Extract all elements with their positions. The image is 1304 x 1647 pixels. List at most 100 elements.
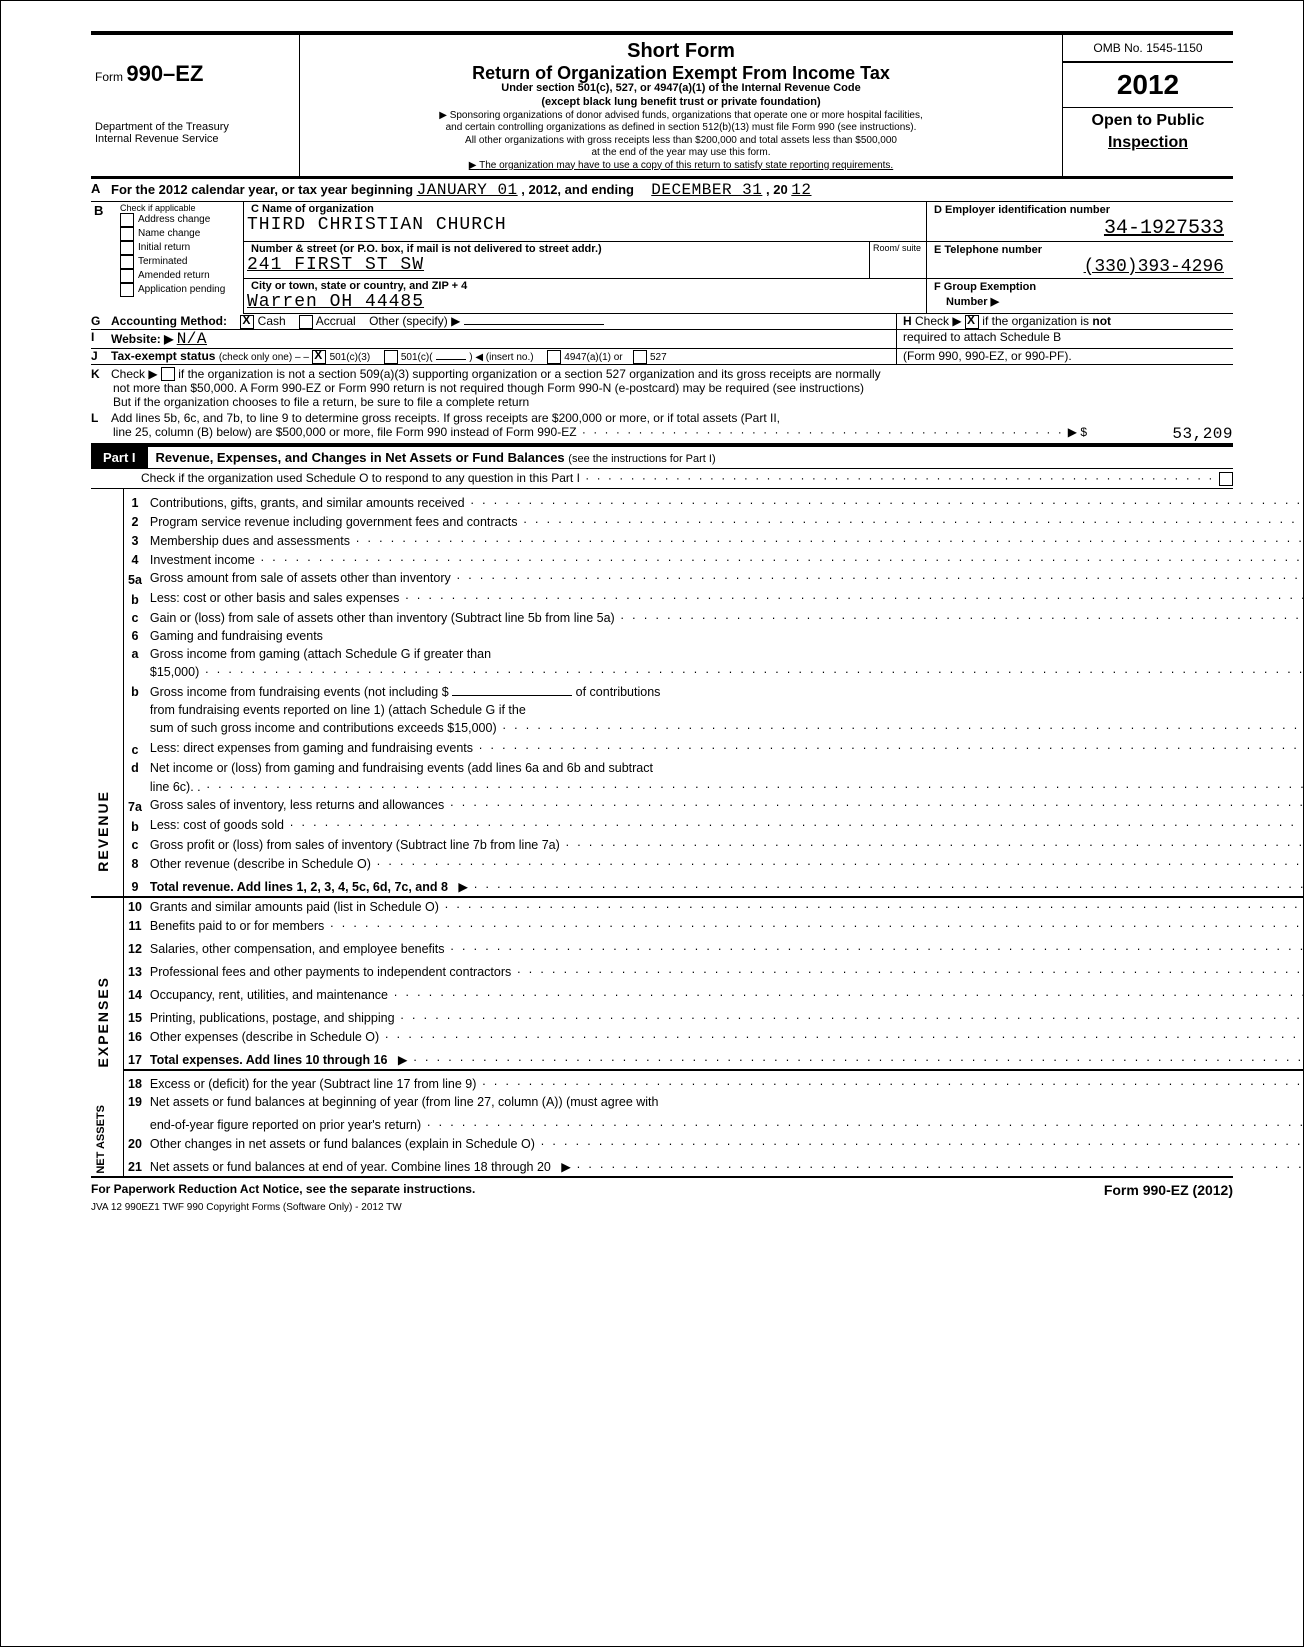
- under-section: Under section 501(c), 527, or 4947(a)(1)…: [306, 82, 1056, 96]
- checkbox-app-pending[interactable]: [120, 283, 134, 297]
- part-i-header: Part I Revenue, Expenses, and Changes in…: [91, 445, 1233, 469]
- room-suite-label: Room/ suite: [873, 243, 923, 253]
- label-a: A: [91, 181, 111, 199]
- city-label: City or town, state or country, and ZIP …: [247, 280, 923, 292]
- line-6d-2: line 6c). .: [146, 777, 1304, 796]
- line-7a: Gross sales of inventory, less returns a…: [146, 796, 1304, 816]
- jva-line: JVA 12 990EZ1 TWF 990 Copyright Forms (S…: [91, 1198, 1233, 1213]
- form-footer-label: Form 990-EZ (2012): [1104, 1182, 1233, 1198]
- checkbox-accrual[interactable]: [299, 315, 313, 329]
- checkbox-501c[interactable]: [384, 350, 398, 364]
- k-text: if the organization is not a section 509…: [178, 367, 880, 381]
- label-address-change: Address change: [138, 214, 210, 226]
- checkbox-initial-return[interactable]: [120, 241, 134, 255]
- line-10: Grants and similar amounts paid (list in…: [146, 897, 1304, 917]
- tax-year-begin: JANUARY 01: [417, 181, 518, 199]
- paperwork-notice: For Paperwork Reduction Act Notice, see …: [91, 1182, 475, 1198]
- l-value: 53,209: [1093, 425, 1233, 443]
- label-name-change: Name change: [138, 228, 200, 240]
- line-6b-2: from fundraising events reported on line…: [146, 701, 1304, 719]
- label-4947: 4947(a)(1) or: [564, 352, 622, 363]
- part-i-label: Part I: [91, 447, 148, 468]
- checkbox-terminated[interactable]: [120, 255, 134, 269]
- line-6b-3: sum of such gross income and contributio…: [146, 719, 1304, 739]
- website-value: N/A: [177, 330, 207, 348]
- label-amended: Amended return: [138, 270, 210, 282]
- section-a-mid: , 2012, and ending: [521, 182, 634, 197]
- line-6a-1: Gross income from gaming (attach Schedul…: [146, 645, 1304, 663]
- open-public: Open to Public: [1063, 108, 1233, 134]
- checkbox-amended[interactable]: [120, 269, 134, 283]
- group-exemption-label: Group Exemption: [944, 281, 1036, 293]
- section-a-text: For the 2012 calendar year, or tax year …: [111, 182, 413, 197]
- header-center: Short Form Return of Organization Exempt…: [300, 35, 1063, 176]
- org-name: THIRD CHRISTIAN CHURCH: [247, 215, 923, 235]
- checkbox-schedule-o[interactable]: [1219, 472, 1233, 486]
- checkbox-cash[interactable]: [240, 315, 254, 329]
- label-527: 527: [650, 352, 667, 363]
- line-17: Total expenses. Add lines 10 through 16 …: [146, 1046, 1304, 1070]
- line-5c: Gain or (loss) from sale of assets other…: [146, 609, 1304, 628]
- city-value: Warren OH 44485: [247, 292, 923, 312]
- label-l: L: [91, 411, 111, 425]
- label-initial-return: Initial return: [138, 242, 190, 254]
- header-left: Form 990–EZ Department of the Treasury I…: [91, 35, 300, 176]
- label-501c-b: ) ◀ (insert no.): [469, 352, 533, 363]
- form-number: 990–EZ: [126, 61, 203, 86]
- h-text4: (Form 990, 990-EZ, or 990-PF).: [896, 349, 1233, 364]
- h-text3: required to attach Schedule B: [896, 330, 1233, 348]
- label-501c: 501(c)(: [401, 352, 433, 363]
- label-i: I: [91, 330, 111, 348]
- copy-note: The organization may have to use a copy …: [306, 160, 1056, 173]
- line-5b: Less: cost or other basis and sales expe…: [146, 589, 1304, 609]
- financial-table: REVENUE 1 Contributions, gifts, grants, …: [91, 489, 1304, 1176]
- label-terminated: Terminated: [138, 256, 187, 268]
- line-4: Investment income: [146, 550, 1304, 569]
- sponsor-note-1: Sponsoring organizations of donor advise…: [306, 110, 1056, 123]
- tax-year: 2012: [1063, 62, 1233, 108]
- street-value: 241 FIRST ST SW: [247, 255, 866, 275]
- inspection: Inspection: [1063, 134, 1233, 152]
- checkbox-501c3[interactable]: [312, 350, 326, 364]
- dept-treasury: Department of the Treasury: [95, 121, 295, 133]
- except-note: (except black lung benefit trust or priv…: [306, 96, 1056, 110]
- h-check-label: Check ▶: [915, 314, 962, 328]
- line-6: Gaming and fundraising events: [146, 627, 1304, 645]
- line-6b-1: Gross income from fundraising events (no…: [146, 683, 1304, 701]
- return-title: Return of Organization Exempt From Incom…: [306, 64, 1056, 82]
- k-text2: not more than $50,000. A Form 990-EZ or …: [91, 381, 1233, 395]
- line-8: Other revenue (describe in Schedule O): [146, 854, 1304, 873]
- k-check-label: Check ▶: [111, 367, 158, 381]
- accounting-method-label: Accounting Method:: [111, 314, 227, 328]
- label-k: K: [91, 367, 111, 382]
- label-cash: Cash: [258, 314, 286, 328]
- irs: Internal Revenue Service: [95, 133, 295, 145]
- checkbox-h[interactable]: [965, 315, 979, 329]
- label-g: G: [91, 314, 111, 329]
- side-revenue: REVENUE: [95, 790, 111, 872]
- checkbox-4947[interactable]: [547, 350, 561, 364]
- line-19-1: Net assets or fund balances at beginning…: [146, 1093, 1304, 1111]
- part-i-sub: (see the instructions for Part I): [568, 453, 715, 465]
- line-11: Benefits paid to or for members: [146, 916, 1304, 935]
- line-16: Other expenses (describe in Schedule O): [146, 1027, 1304, 1046]
- sponsor-note-4: at the end of the year may use this form…: [306, 147, 1056, 160]
- l-text: Add lines 5b, 6c, and 7b, to line 9 to d…: [111, 411, 1233, 425]
- checkbox-527[interactable]: [633, 350, 647, 364]
- label-j: J: [91, 349, 111, 364]
- line-7c: Gross profit or (loss) from sales of inv…: [146, 836, 1304, 855]
- form-page: Form 990–EZ Department of the Treasury I…: [0, 0, 1304, 1647]
- line-6a-2: $15,000)6a: [146, 663, 1304, 683]
- line-6d-1: Net income or (loss) from gaming and fun…: [146, 759, 1304, 777]
- sponsor-note-3: All other organizations with gross recei…: [306, 135, 1056, 148]
- checkbox-address-change[interactable]: [120, 213, 134, 227]
- tel-label: Telephone number: [944, 244, 1042, 256]
- form-header: Form 990–EZ Department of the Treasury I…: [91, 35, 1233, 179]
- line-14: Occupancy, rent, utilities, and maintena…: [146, 981, 1304, 1004]
- label-accrual: Accrual: [316, 314, 356, 328]
- line-19-2: end-of-year figure reported on prior yea…: [146, 1111, 1304, 1134]
- checkbox-k[interactable]: [161, 367, 175, 381]
- street-label: Number & street (or P.O. box, if mail is…: [247, 243, 866, 255]
- checkbox-name-change[interactable]: [120, 227, 134, 241]
- line-18: Excess or (deficit) for the year (Subtra…: [146, 1070, 1304, 1094]
